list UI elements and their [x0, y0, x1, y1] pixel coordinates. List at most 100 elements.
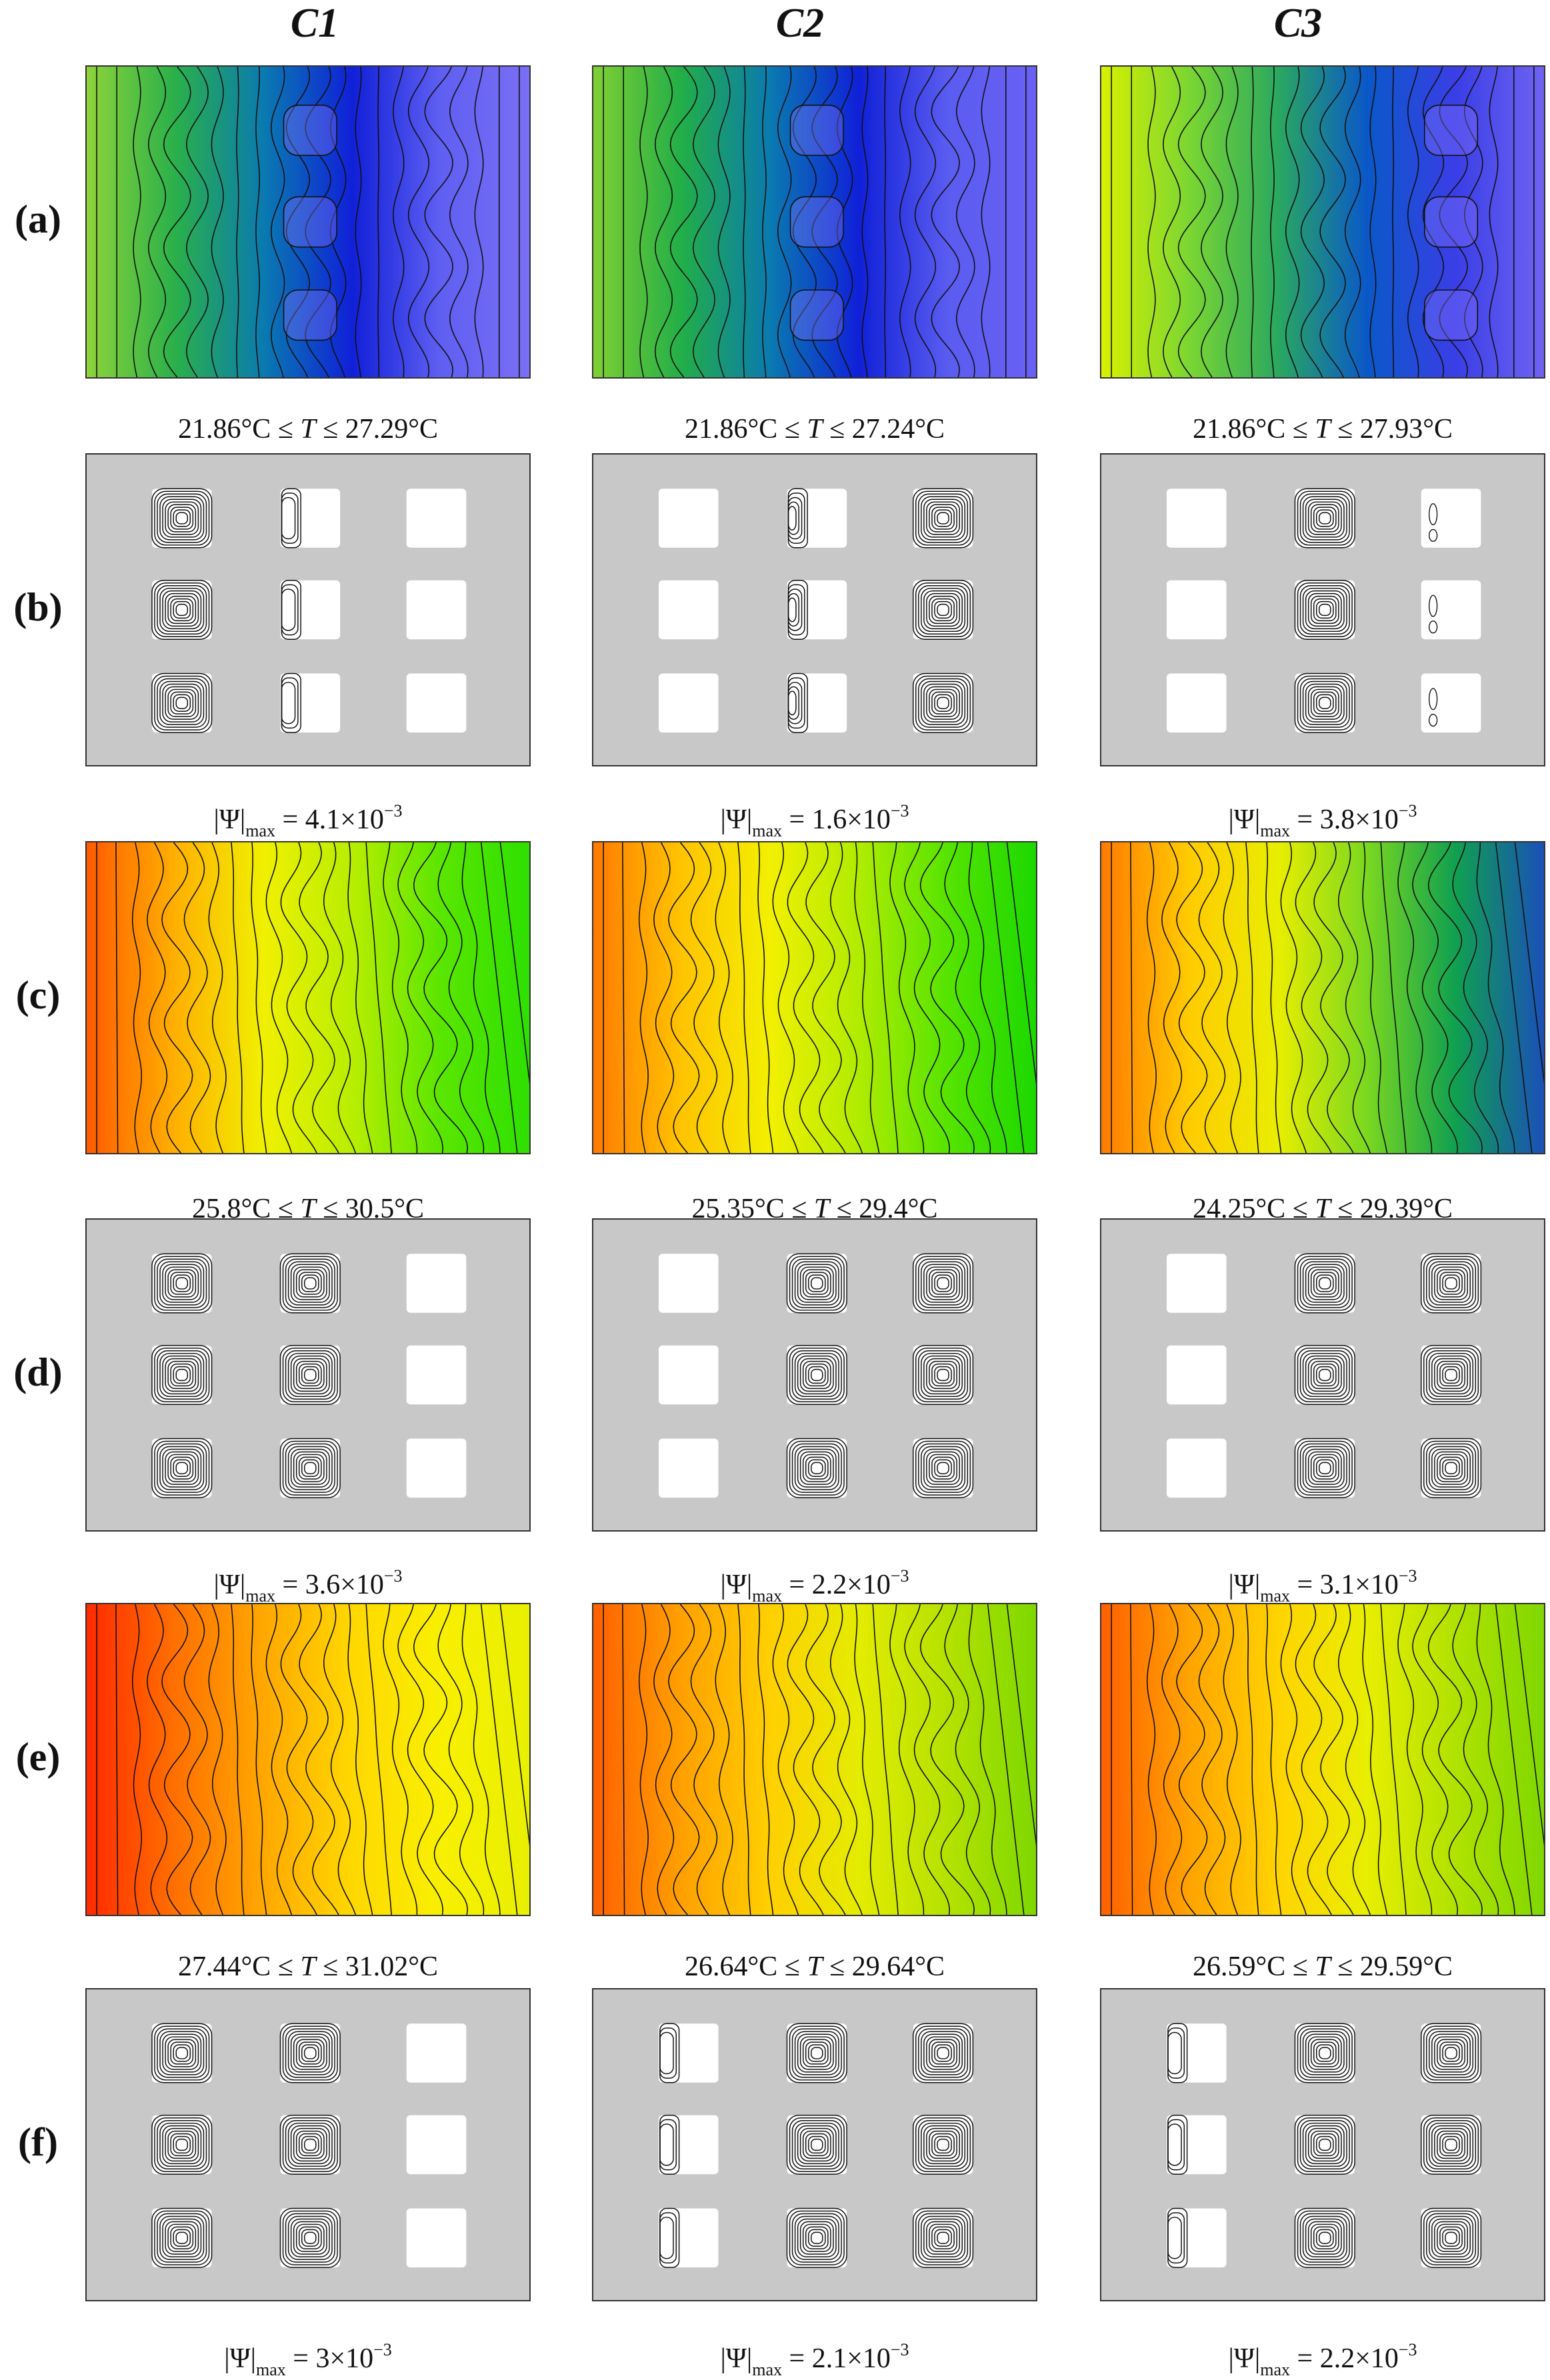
streamline: [918, 1258, 969, 1308]
temperature-symbol: T: [807, 414, 823, 445]
streamline: [281, 497, 296, 540]
cavity-block: [1295, 489, 1355, 548]
streamline: [165, 501, 199, 535]
psi-symbol: |Ψ|: [213, 804, 246, 835]
streamline: [1310, 688, 1339, 717]
streamline: [1434, 1451, 1468, 1485]
streamline: [157, 678, 207, 728]
column-header-c1: C1: [290, 1, 339, 46]
streamline: [1297, 2025, 1353, 2081]
isotherm-line: [265, 1604, 293, 1915]
streamline: [1307, 2127, 1342, 2162]
streamline: [1439, 1456, 1463, 1480]
streamline: [1307, 501, 1342, 535]
streamline: [287, 1446, 333, 1490]
streamline: [1307, 2036, 1342, 2070]
cavity-block: [406, 1345, 467, 1405]
leq-symbol: ≤: [784, 1194, 814, 1224]
isotherm-line: [1006, 842, 1036, 1085]
cavity-block: [1421, 580, 1481, 640]
panel-plot: [593, 842, 1036, 1153]
streamline: [1431, 1448, 1471, 1488]
cavity-block: [151, 1254, 212, 1313]
cavity-block: [1295, 1345, 1355, 1405]
streamline: [786, 1438, 847, 1498]
streamline: [298, 1272, 322, 1295]
temperature-max: 27.24°C: [851, 414, 945, 445]
isotherm-line: [1265, 1604, 1282, 1915]
streamline: [1319, 1462, 1331, 1474]
streamline: [1319, 1277, 1331, 1290]
streamline: [1305, 499, 1345, 538]
temperature-symbol: T: [1315, 1194, 1331, 1224]
streamline: [805, 2226, 829, 2249]
streamline: [290, 1448, 330, 1488]
streamline: [787, 506, 797, 531]
streamline: [931, 507, 955, 530]
streamline: [923, 1355, 963, 1395]
streamline: [175, 1277, 189, 1290]
streamline: [1442, 2044, 1460, 2062]
streamline: [934, 2135, 952, 2154]
streamline: [1307, 1451, 1342, 1485]
streamline: [287, 1261, 333, 1306]
isotherm-line: [1130, 842, 1133, 1153]
cavity-block: [280, 2023, 341, 2083]
isotherm-line: [208, 1604, 227, 1915]
isotherm-line: [737, 842, 751, 1153]
isotherm-line: [1337, 842, 1371, 1153]
psi-symbol: |Ψ|: [720, 804, 753, 835]
psi-symbol: |Ψ|: [720, 2343, 753, 2374]
streamline: [1442, 2229, 1460, 2247]
streamline: [791, 2028, 842, 2078]
isotherm-line: [1412, 842, 1459, 1153]
streamline: [162, 1355, 202, 1395]
streamline: [799, 1451, 834, 1485]
cavity-block: [787, 1254, 847, 1313]
streamline: [808, 1459, 826, 1477]
streamline: [931, 1456, 955, 1480]
streamline: [175, 2231, 189, 2244]
isotherm-line: [931, 67, 960, 377]
cavity-block: [1166, 1438, 1227, 1498]
isotherm-line: [1225, 67, 1239, 377]
streamline: [1442, 1274, 1460, 1292]
column-header-c3: C3: [1273, 1, 1323, 46]
streamline: [929, 1269, 957, 1298]
streamline: [923, 683, 963, 722]
streamline: [1299, 2213, 1350, 2263]
streamline: [937, 2231, 949, 2244]
psi-max-exponent: −3: [383, 1566, 403, 1586]
isotherm-line: [1147, 67, 1156, 377]
isotherm-line: [407, 67, 430, 377]
leq-symbol: ≤: [1285, 414, 1315, 445]
cavity-block: [406, 2023, 467, 2083]
cavity-block: [913, 1438, 973, 1498]
streamline: [1316, 2135, 1334, 2154]
streamline: [165, 1266, 199, 1300]
streamline: [931, 2226, 955, 2249]
panel-caption: |Ψ|max = 2.1×10−3: [581, 2340, 1048, 2380]
streamline: [1299, 2028, 1350, 2078]
streamline: [1437, 1269, 1465, 1298]
streamline: [1431, 2033, 1471, 2073]
streamline: [287, 2122, 333, 2167]
isotherm-line: [347, 1604, 373, 1915]
streamline: [1313, 691, 1337, 714]
streamline: [915, 582, 971, 638]
streamline: [915, 2117, 971, 2173]
panel-d-c3: [1100, 1218, 1545, 1532]
streamline: [1302, 2215, 1347, 2260]
streamline: [301, 2044, 319, 2062]
psi-max-exponent: −3: [890, 801, 909, 820]
streamline: [918, 493, 969, 543]
streamline: [167, 1454, 197, 1482]
streamline: [304, 2047, 317, 2059]
streamline: [912, 2023, 974, 2083]
isotherm-line: [499, 1604, 529, 1847]
streamline: [791, 2119, 842, 2170]
streamline: [1445, 2231, 1457, 2244]
cavity-block: [406, 2208, 467, 2268]
isotherm-line: [251, 842, 267, 1153]
streamline: [1294, 2207, 1355, 2268]
